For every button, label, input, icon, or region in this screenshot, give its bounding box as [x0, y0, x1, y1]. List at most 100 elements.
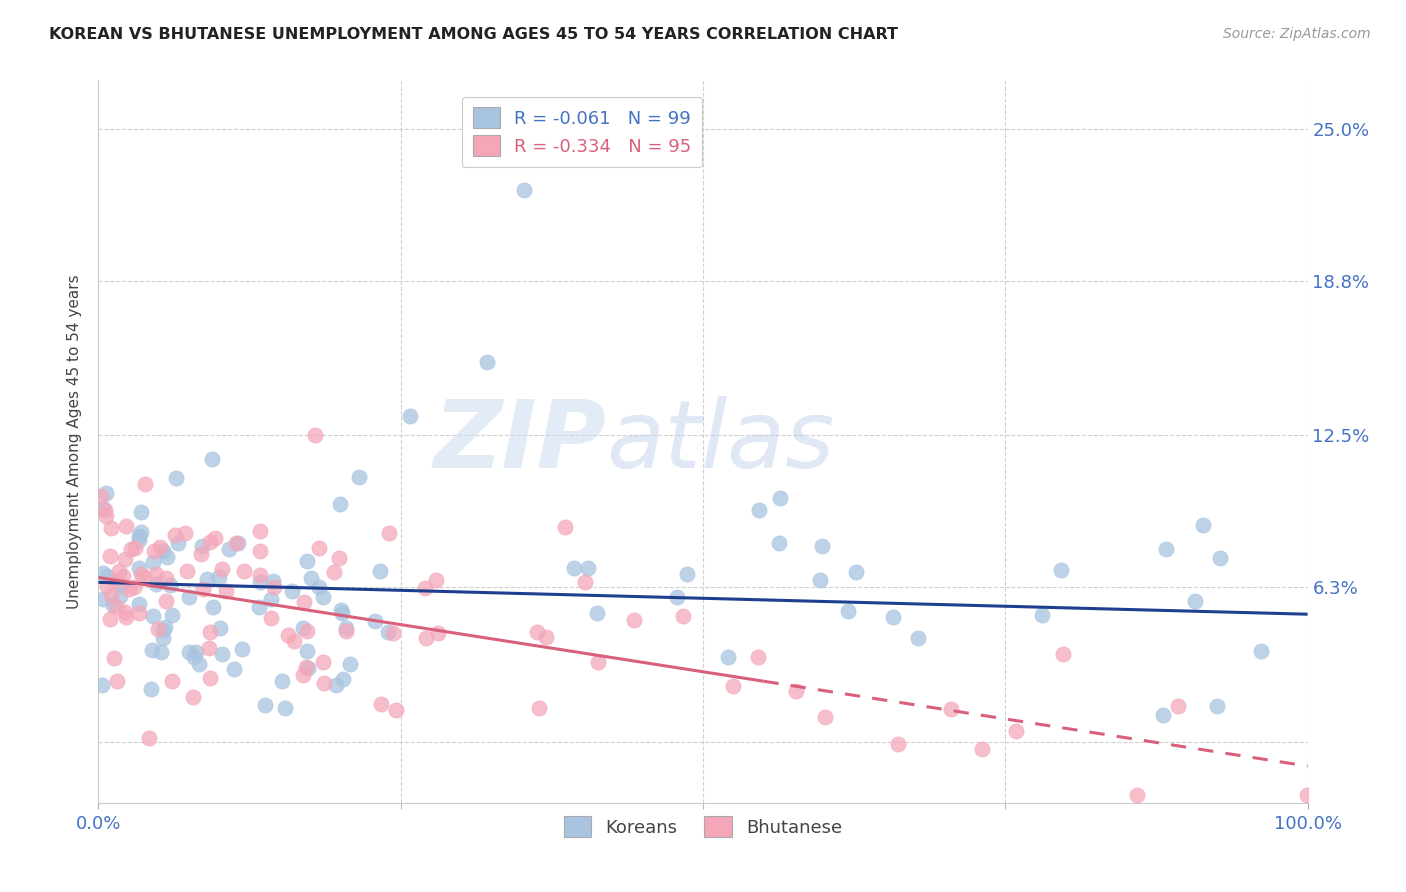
Point: [295, 644, 318, 658]
Point: [201, 451, 224, 466]
Point: [1031, 608, 1053, 623]
Point: [427, 625, 450, 640]
Point: [110, 589, 132, 603]
Point: [1296, 789, 1319, 803]
Point: [181, 690, 204, 704]
Point: [160, 607, 183, 622]
Point: [308, 541, 330, 555]
Point: [204, 531, 226, 545]
Point: [1250, 644, 1272, 658]
Point: [201, 599, 224, 614]
Point: [131, 525, 153, 540]
Point: [114, 609, 136, 624]
Point: [198, 640, 221, 655]
Point: [112, 568, 135, 582]
Point: [150, 645, 173, 659]
Point: [907, 631, 929, 645]
Point: [339, 657, 361, 671]
Point: [129, 566, 152, 581]
Point: [254, 698, 277, 712]
Point: [101, 598, 124, 612]
Point: [98, 549, 121, 563]
Point: [1184, 593, 1206, 607]
Point: [785, 684, 807, 698]
Point: [200, 534, 222, 549]
Point: [105, 599, 128, 614]
Point: [94, 485, 117, 500]
Point: [335, 624, 357, 639]
Point: [176, 564, 198, 578]
Point: [308, 580, 330, 594]
Point: [160, 673, 183, 688]
Point: [270, 673, 292, 688]
Point: [91, 678, 114, 692]
Point: [188, 657, 211, 672]
Point: [179, 645, 201, 659]
Point: [91, 592, 114, 607]
Point: [1052, 647, 1074, 661]
Point: [232, 564, 254, 578]
Point: [1209, 550, 1232, 565]
Point: [224, 662, 246, 676]
Point: [100, 521, 122, 535]
Point: [274, 701, 297, 715]
Point: [208, 621, 231, 635]
Point: [107, 564, 129, 578]
Point: [111, 578, 134, 592]
Point: [132, 570, 155, 584]
Point: [297, 661, 319, 675]
Point: [328, 550, 350, 565]
Point: [1167, 698, 1189, 713]
Point: [329, 497, 352, 511]
Point: [312, 656, 335, 670]
Point: [191, 539, 214, 553]
Point: [177, 590, 200, 604]
Point: [292, 621, 315, 635]
Point: [554, 520, 576, 534]
Point: [98, 612, 121, 626]
Point: [211, 647, 233, 661]
Text: atlas: atlas: [606, 396, 835, 487]
Text: Source: ZipAtlas.com: Source: ZipAtlas.com: [1223, 27, 1371, 41]
Point: [122, 580, 145, 594]
Point: [325, 678, 347, 692]
Point: [231, 641, 253, 656]
Point: [184, 645, 207, 659]
Point: [475, 355, 498, 369]
Point: [347, 470, 370, 484]
Point: [90, 490, 112, 504]
Point: [283, 634, 305, 648]
Point: [105, 674, 128, 689]
Point: [225, 536, 247, 550]
Point: [190, 547, 212, 561]
Point: [226, 535, 249, 549]
Point: [91, 500, 114, 515]
Point: [114, 605, 136, 619]
Point: [585, 606, 607, 620]
Point: [128, 560, 150, 574]
Point: [115, 519, 138, 533]
Point: [96, 579, 118, 593]
Point: [574, 575, 596, 590]
Point: [249, 543, 271, 558]
Point: [382, 626, 405, 640]
Point: [183, 650, 205, 665]
Point: [676, 566, 699, 581]
Point: [370, 698, 392, 712]
Point: [218, 541, 240, 556]
Point: [769, 491, 792, 505]
Point: [103, 651, 125, 665]
Point: [887, 737, 910, 751]
Point: [211, 561, 233, 575]
Point: [104, 574, 127, 589]
Point: [666, 590, 689, 604]
Point: [249, 524, 271, 538]
Point: [377, 624, 399, 639]
Point: [377, 526, 399, 541]
Point: [153, 619, 176, 633]
Point: [208, 570, 231, 584]
Point: [1005, 723, 1028, 738]
Point: [811, 539, 834, 553]
Point: [330, 603, 353, 617]
Point: [941, 702, 963, 716]
